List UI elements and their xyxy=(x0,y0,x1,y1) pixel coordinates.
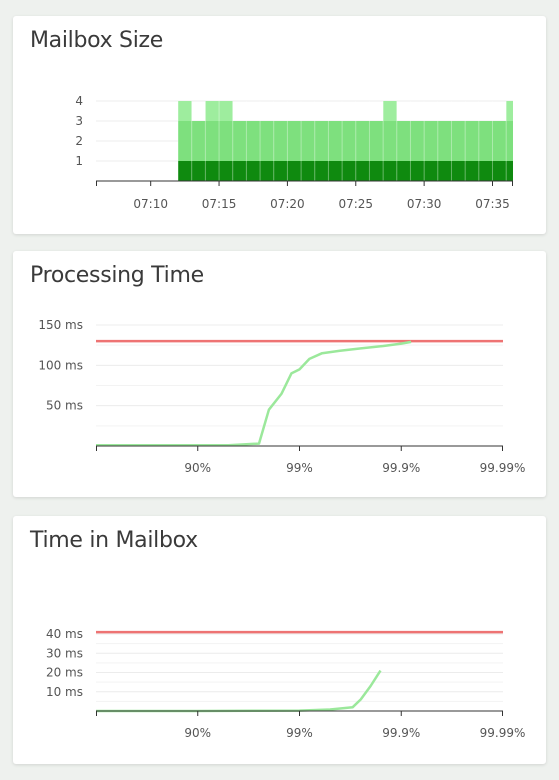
y-tick-label: 20 ms xyxy=(46,666,83,680)
x-tick-label: 99.99% xyxy=(480,461,526,475)
mailbox-size-bar xyxy=(287,161,302,181)
processing-time-card: Processing Time 50 ms 100 ms 150 ms 90% 99% 9… xyxy=(13,251,546,497)
y-tick-label: 2 xyxy=(75,134,83,148)
mailbox-size-bar xyxy=(369,161,384,181)
x-tick-label: 99.9% xyxy=(382,461,420,475)
mailbox-size-bar xyxy=(191,161,206,181)
processing-time-chart: 50 ms 100 ms 150 ms 90% 99% 99.9% 99.99% xyxy=(38,318,526,475)
y-tick-label: 150 ms xyxy=(38,318,83,332)
mailbox-size-bar xyxy=(342,161,356,181)
mailbox-size-bar xyxy=(355,161,370,181)
y-tick-label: 4 xyxy=(75,94,83,108)
mailbox-size-bar xyxy=(492,161,507,181)
x-tick-label: 07:25 xyxy=(338,197,373,211)
mailbox-size-bar xyxy=(396,161,411,181)
mailbox-size-bar xyxy=(410,161,425,181)
mailbox-size-bar xyxy=(301,161,315,181)
mailbox-size-bar xyxy=(328,161,343,181)
y-tick-label: 30 ms xyxy=(46,646,83,660)
mailbox-size-card: Mailbox Size 1 2 3 4 07:10 07:15 07:20 07:25 07:… xyxy=(13,16,546,234)
mailbox-size-bar xyxy=(178,161,192,181)
mailbox-size-bar xyxy=(246,161,261,181)
mailbox-size-chart: 1 2 3 4 07:10 07:15 07:20 07:25 07:30 07:35 xyxy=(75,94,513,211)
time-in-mailbox-title: Time in Mailbox xyxy=(30,528,198,553)
mailbox-size-bar xyxy=(205,161,220,181)
y-tick-label: 100 ms xyxy=(38,358,83,372)
processing-time-title: Processing Time xyxy=(30,263,204,288)
x-tick-label: 07:20 xyxy=(270,197,305,211)
x-tick-label: 90% xyxy=(184,726,211,740)
y-tick-label: 1 xyxy=(75,154,83,168)
mailbox-size-bar xyxy=(506,161,513,181)
y-tick-label: 50 ms xyxy=(46,399,83,413)
mailbox-size-bar xyxy=(424,161,438,181)
mailbox-size-title: Mailbox Size xyxy=(30,28,164,53)
mailbox-size-bar xyxy=(219,161,233,181)
time-in-mailbox-card: Time in Mailbox 10 ms 20 ms 30 ms 40 ms 90% 9… xyxy=(13,516,546,764)
mailbox-size-bar xyxy=(451,161,466,181)
mailbox-size-bar xyxy=(437,161,452,181)
x-tick-label: 07:15 xyxy=(202,197,237,211)
mailbox-size-bar xyxy=(478,161,493,181)
series-line xyxy=(96,669,382,713)
x-tick-label: 99.99% xyxy=(480,726,526,740)
mailbox-size-bar xyxy=(273,161,288,181)
mailbox-size-bar xyxy=(465,161,479,181)
x-tick-label: 99% xyxy=(286,461,313,475)
mailbox-size-bar xyxy=(232,161,247,181)
mailbox-size-bar xyxy=(260,161,274,181)
x-tick-label: 99% xyxy=(286,726,313,740)
y-tick-label: 10 ms xyxy=(46,685,83,699)
y-tick-label: 3 xyxy=(75,114,83,128)
x-tick-label: 90% xyxy=(184,461,211,475)
x-tick-label: 07:35 xyxy=(475,197,510,211)
mailbox-size-bar xyxy=(506,121,513,181)
y-tick-label: 40 ms xyxy=(46,627,83,641)
series-line xyxy=(96,340,412,447)
mailbox-size-bar xyxy=(383,161,397,181)
mailbox-size-bar xyxy=(314,161,329,181)
x-tick-label: 99.9% xyxy=(382,726,420,740)
time-in-mailbox-chart: 10 ms 20 ms 30 ms 40 ms 90% 99% 99.9% 99.99% xyxy=(46,627,526,740)
x-tick-label: 07:10 xyxy=(133,197,168,211)
x-tick-label: 07:30 xyxy=(407,197,442,211)
